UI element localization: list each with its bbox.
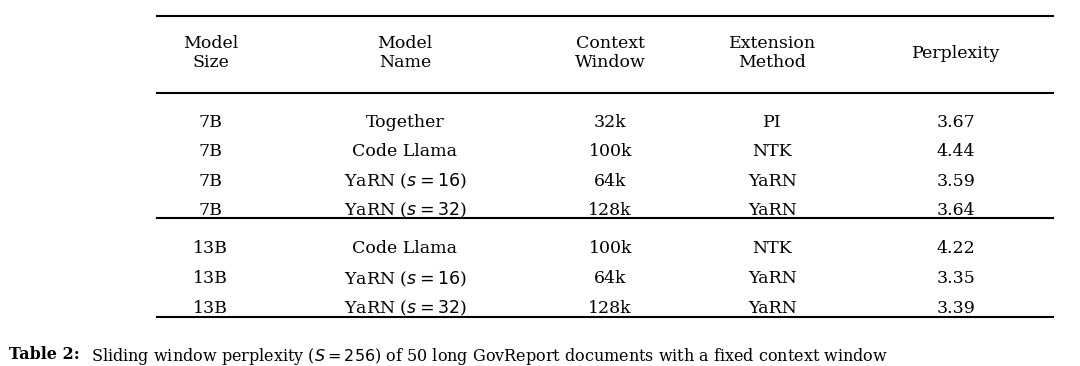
- Text: 4.44: 4.44: [936, 143, 975, 160]
- Text: YaRN: YaRN: [747, 202, 797, 219]
- Text: PI: PI: [762, 114, 782, 131]
- Text: Together: Together: [366, 114, 444, 131]
- Text: 3.67: 3.67: [936, 114, 975, 131]
- Text: Perplexity: Perplexity: [912, 45, 1000, 61]
- Text: 32k: 32k: [594, 114, 626, 131]
- Text: 3.39: 3.39: [936, 300, 975, 317]
- Text: Model
Name: Model Name: [377, 35, 433, 71]
- Text: Table 2:: Table 2:: [9, 346, 80, 363]
- Text: NTK: NTK: [753, 240, 792, 257]
- Text: 100k: 100k: [589, 143, 632, 160]
- Text: 3.35: 3.35: [936, 270, 975, 287]
- Text: YaRN ($s = 32$): YaRN ($s = 32$): [343, 299, 467, 318]
- Text: 7B: 7B: [199, 114, 222, 131]
- Text: Code Llama: Code Llama: [352, 240, 458, 257]
- Text: Sliding window perplexity ($S = 256$) of 50 long GovReport documents with a fixe: Sliding window perplexity ($S = 256$) of…: [86, 346, 889, 366]
- Text: Model
Size: Model Size: [183, 35, 239, 71]
- Text: 13B: 13B: [193, 300, 228, 317]
- Text: 64k: 64k: [594, 173, 626, 190]
- Text: NTK: NTK: [753, 143, 792, 160]
- Text: Context
Window: Context Window: [575, 35, 646, 71]
- Text: 7B: 7B: [199, 173, 222, 190]
- Text: 4.22: 4.22: [936, 240, 975, 257]
- Text: YaRN: YaRN: [747, 300, 797, 317]
- Text: 128k: 128k: [589, 300, 632, 317]
- Text: 3.64: 3.64: [936, 202, 975, 219]
- Text: 3.59: 3.59: [936, 173, 975, 190]
- Text: Code Llama: Code Llama: [352, 143, 458, 160]
- Text: YaRN ($s = 32$): YaRN ($s = 32$): [343, 201, 467, 220]
- Text: YaRN: YaRN: [747, 173, 797, 190]
- Text: 7B: 7B: [199, 143, 222, 160]
- Text: Extension
Method: Extension Method: [729, 35, 815, 71]
- Text: 13B: 13B: [193, 240, 228, 257]
- Text: YaRN: YaRN: [747, 270, 797, 287]
- Text: 64k: 64k: [594, 270, 626, 287]
- Text: 100k: 100k: [589, 240, 632, 257]
- Text: 128k: 128k: [589, 202, 632, 219]
- Text: 13B: 13B: [193, 270, 228, 287]
- Text: 7B: 7B: [199, 202, 222, 219]
- Text: YaRN ($s = 16$): YaRN ($s = 16$): [343, 269, 467, 288]
- Text: YaRN ($s = 16$): YaRN ($s = 16$): [343, 172, 467, 191]
